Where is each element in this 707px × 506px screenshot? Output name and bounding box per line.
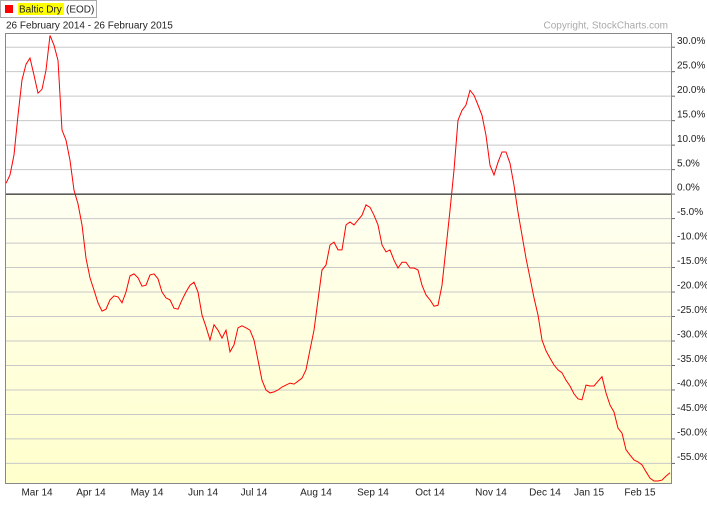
- x-tick-label: Jul 14: [241, 488, 268, 499]
- y-tick-label: -25.0%: [677, 305, 707, 316]
- x-tick-label: Nov 14: [475, 488, 507, 499]
- y-tick-label: -35.0%: [677, 354, 707, 365]
- legend: Baltic Dry (EOD): [0, 0, 97, 18]
- y-tick-label: -20.0%: [677, 281, 707, 292]
- legend-suffix: (EOD): [66, 5, 94, 16]
- series-line: [5, 35, 671, 482]
- y-tick-label: 10.0%: [677, 134, 705, 145]
- plot-area: 30.0% 25.0% 20.0% 15.0% 10.0% 5.0% 0.0% -5.0% -1…: [5, 33, 707, 499]
- x-tick-label: May 14: [131, 488, 164, 499]
- x-tick-label: Sep 14: [357, 488, 389, 499]
- legend-swatch: [5, 5, 13, 13]
- negative-zone: [5, 194, 672, 484]
- subtitle: 26 February 2014 - 26 February 2015: [6, 21, 173, 32]
- plot-frame: [5, 33, 672, 484]
- y-tick-label: 5.0%: [677, 158, 700, 169]
- y-tick-label: 0.0%: [677, 183, 700, 194]
- y-tick-label: -30.0%: [677, 330, 707, 341]
- x-tick-label: Aug 14: [300, 488, 332, 499]
- y-tick-label: -5.0%: [677, 207, 703, 218]
- copyright: Copyright, StockCharts.com: [544, 21, 669, 32]
- x-tick-label: Jun 14: [188, 488, 218, 499]
- y-tick-label: -45.0%: [677, 403, 707, 414]
- x-tick-label: Oct 14: [415, 488, 445, 499]
- y-tick-label: -55.0%: [677, 452, 707, 463]
- x-tick-label: Feb 15: [624, 488, 656, 499]
- y-tick-label: 30.0%: [677, 36, 705, 47]
- positive-zone: [5, 33, 672, 195]
- x-tick-label: Jan 15: [574, 488, 604, 499]
- legend-highlight: [18, 3, 64, 15]
- y-tick-label: 20.0%: [677, 85, 705, 96]
- y-tick-label: 25.0%: [677, 60, 705, 71]
- x-tick-label: Apr 14: [76, 488, 106, 499]
- legend-label: Baltic Dry: [19, 5, 62, 16]
- y-tick-label: -40.0%: [677, 379, 707, 390]
- y-tick-label: -50.0%: [677, 428, 707, 439]
- y-tick-label: 15.0%: [677, 109, 705, 120]
- y-tick-label: -15.0%: [677, 256, 707, 267]
- x-tick-label: Mar 14: [21, 488, 53, 499]
- y-tick-label: -10.0%: [677, 232, 707, 243]
- x-tick-label: Dec 14: [529, 488, 561, 499]
